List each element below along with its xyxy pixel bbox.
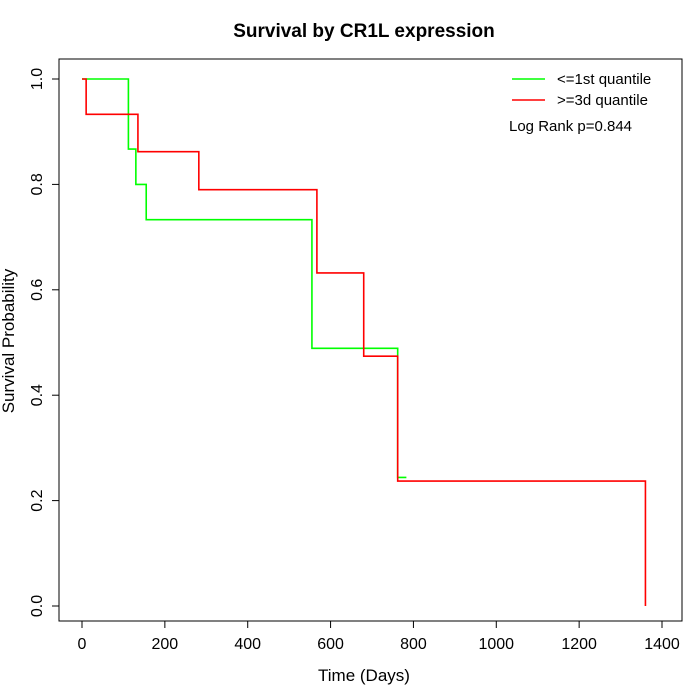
chart-title: Survival by CR1L expression [233,21,495,42]
survival-chart: Survival by CR1L expression 0 200 400 600 80… [0,0,700,700]
survival-curve-series-2 [82,79,645,606]
x-tick-label: 800 [400,636,427,653]
legend-label: >=3d quantile [557,92,648,109]
x-tick-label: 600 [317,636,344,653]
y-axis-label: Survival Probability [0,268,18,413]
x-axis-label: Time (Days) [318,666,410,685]
survival-curve-series-1 [82,79,406,477]
x-tick-label: 1400 [644,636,680,653]
y-tick-label: 1.0 [29,68,46,90]
x-tick-label: 1200 [561,636,597,653]
legend-label: <=1st quantile [557,71,651,88]
y-tick-label: 0.8 [29,173,46,195]
x-axis: 0 200 400 600 800 1000 1200 1400 [78,621,680,653]
y-axis: 0.0 0.2 0.4 0.6 0.8 1.0 [29,68,59,617]
y-tick-label: 0.6 [29,279,46,301]
x-tick-label: 1000 [478,636,514,653]
log-rank-annotation: Log Rank p=0.844 [509,118,632,135]
x-tick-label: 400 [234,636,261,653]
plot-frame [59,59,682,621]
x-tick-label: 200 [152,636,179,653]
y-tick-label: 0.0 [29,595,46,617]
y-tick-label: 0.2 [29,489,46,511]
y-tick-label: 0.4 [29,384,46,406]
legend: <=1st quantile >=3d quantile [512,71,651,109]
x-tick-label: 0 [78,636,87,653]
survival-curves [82,79,645,606]
